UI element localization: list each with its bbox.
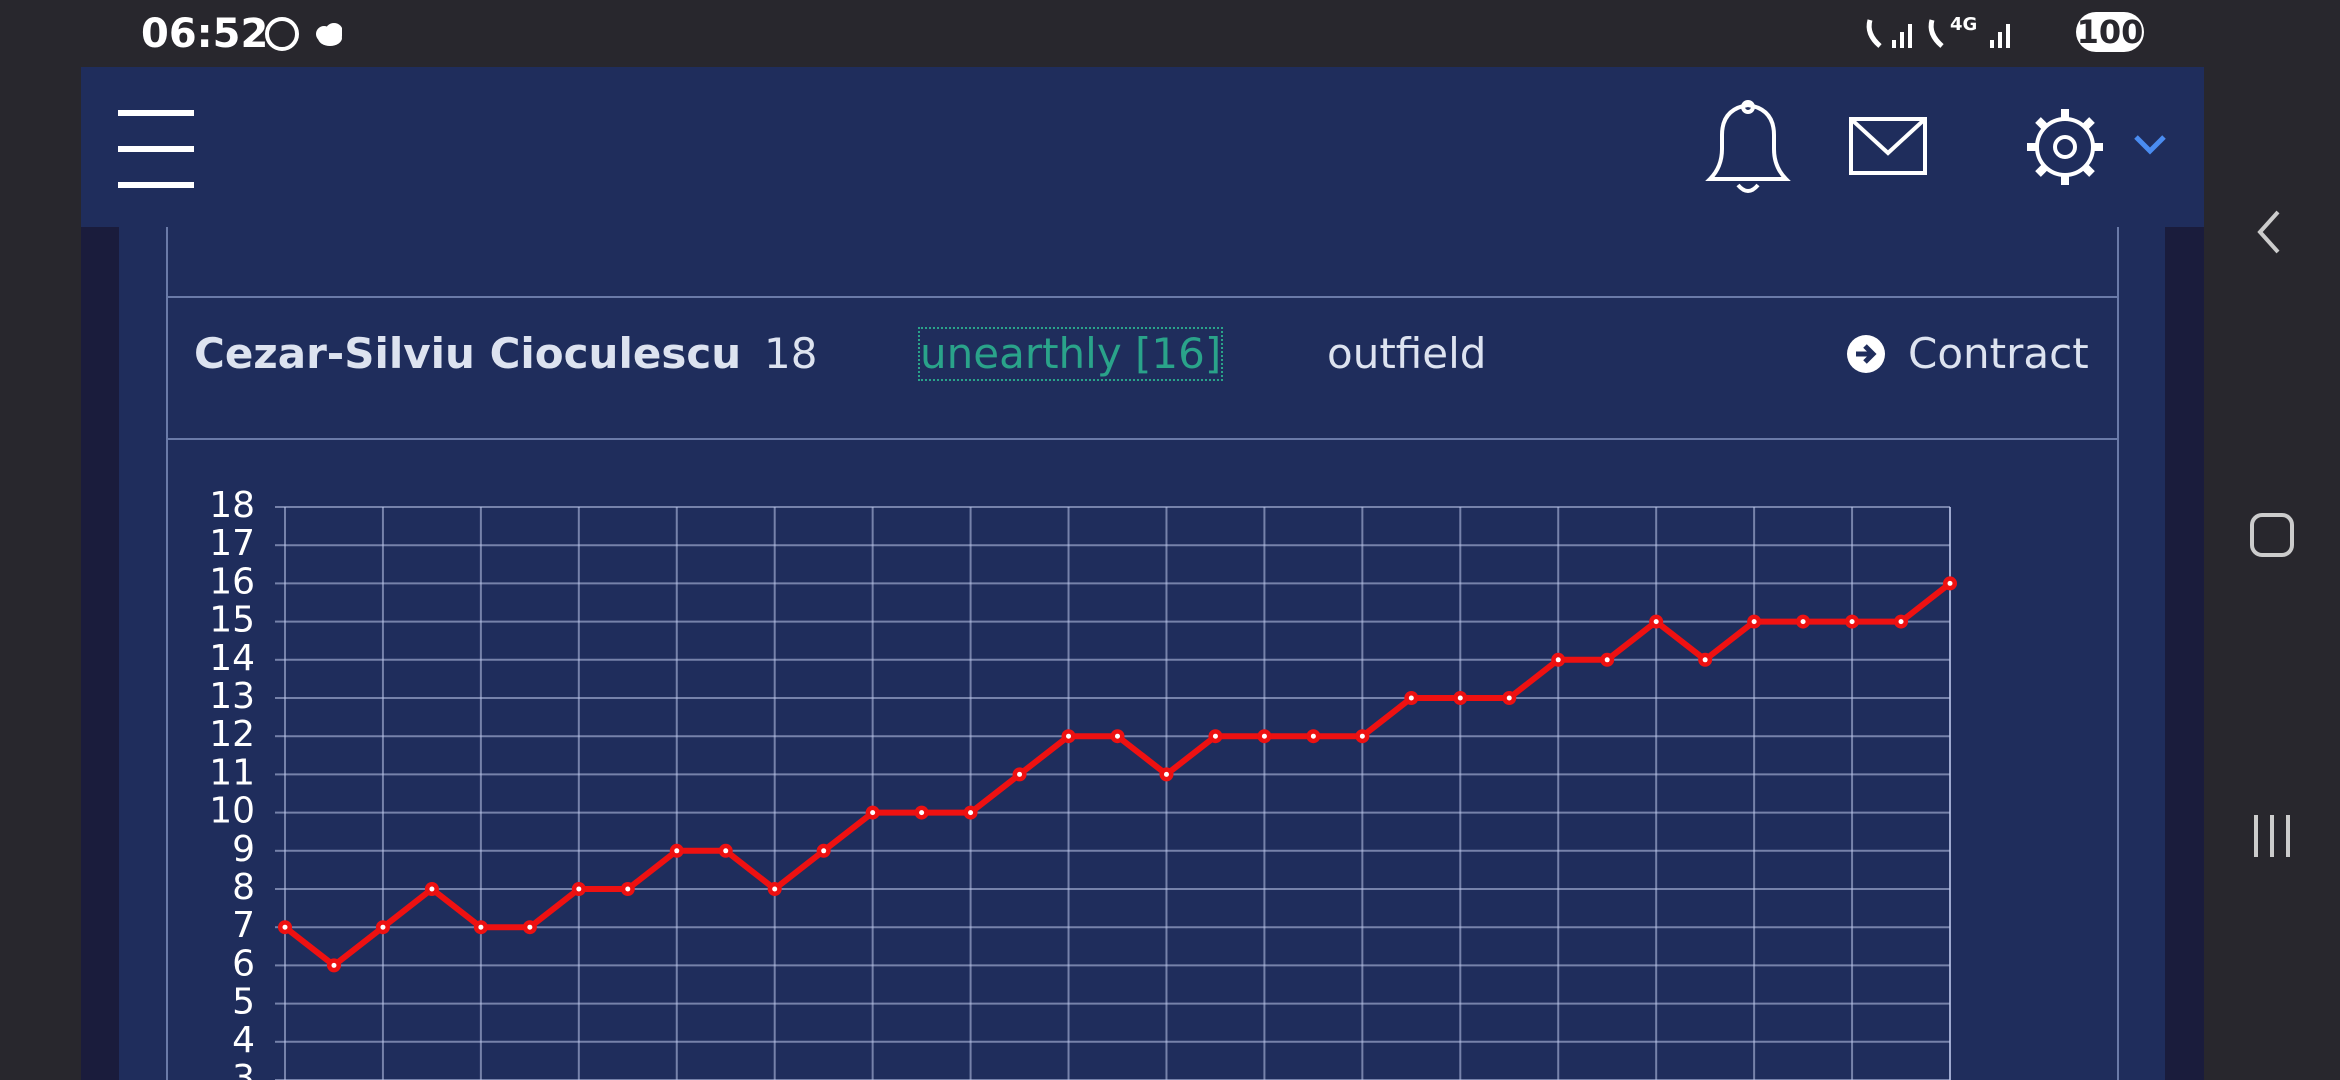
data-point-center xyxy=(1212,733,1218,739)
data-point-center xyxy=(1408,695,1414,701)
data-point-center xyxy=(1310,733,1316,739)
data-point-center xyxy=(1555,657,1561,663)
data-point-center xyxy=(968,810,974,816)
y-tick-label: 7 xyxy=(232,905,255,946)
y-tick-label: 13 xyxy=(209,676,255,717)
nav-bar xyxy=(2250,210,2294,857)
data-point-center xyxy=(1849,619,1855,625)
data-point-center xyxy=(1115,733,1120,739)
y-tick-label: 12 xyxy=(209,714,255,755)
header-icons xyxy=(118,100,2166,193)
data-point-center xyxy=(772,886,778,892)
data-point-center xyxy=(821,848,827,854)
y-tick-label: 16 xyxy=(209,561,255,602)
player-position: outfield xyxy=(1327,329,1487,378)
y-tick-label: 18 xyxy=(209,485,255,526)
y-tick-label: 6 xyxy=(232,943,255,984)
data-point-center xyxy=(282,924,288,930)
data-point-center xyxy=(429,886,435,892)
nav-back[interactable] xyxy=(2257,210,2280,254)
nav-recents[interactable] xyxy=(2254,815,2290,857)
data-point-center xyxy=(1506,695,1512,701)
menu-button[interactable] xyxy=(118,110,194,188)
y-tick-label: 9 xyxy=(232,829,255,870)
table-lines xyxy=(166,227,2119,1080)
data-point-center xyxy=(1163,771,1169,777)
data-point-center xyxy=(380,924,386,930)
data-point-center xyxy=(1261,733,1267,739)
data-point-center xyxy=(1359,733,1365,739)
data-point-center xyxy=(1947,580,1953,586)
y-tick-label: 5 xyxy=(232,982,255,1023)
content-panel xyxy=(119,227,2165,1080)
contract-icon[interactable] xyxy=(1846,334,1886,374)
notifications-button[interactable] xyxy=(1705,100,1791,193)
data-point-center xyxy=(723,848,729,854)
status-time: 06:52 xyxy=(141,11,269,57)
y-tick-label: 4 xyxy=(232,1020,255,1061)
data-point-center xyxy=(331,962,337,968)
data-point-center xyxy=(1017,771,1023,777)
data-point-center xyxy=(1800,619,1806,625)
settings-button[interactable] xyxy=(2027,109,2103,185)
status-network: 4G xyxy=(1950,14,1978,35)
data-point-center xyxy=(870,810,876,816)
data-point-center xyxy=(1898,619,1904,625)
nav-home[interactable] xyxy=(2250,513,2294,557)
data-point-center xyxy=(576,886,582,892)
y-tick-label: 11 xyxy=(209,752,255,793)
y-tick-label: 3 xyxy=(232,1058,255,1080)
player-name[interactable]: Cezar-Silviu Cioculescu xyxy=(194,329,742,378)
y-tick-label: 10 xyxy=(209,791,255,832)
y-tick-label: 8 xyxy=(232,867,255,908)
data-point-center xyxy=(919,810,925,816)
status-battery: 100 xyxy=(2076,12,2144,52)
data-point-center xyxy=(1604,657,1610,663)
settings-dropdown[interactable] xyxy=(2134,135,2166,155)
player-age: 18 xyxy=(764,329,818,378)
status-icons-left xyxy=(265,17,342,51)
y-tick-label: 14 xyxy=(209,638,255,679)
data-point-center xyxy=(625,886,631,892)
y-tick-label: 17 xyxy=(209,523,255,564)
data-point-center xyxy=(478,924,484,930)
data-point-center xyxy=(1751,619,1757,625)
messages-button[interactable] xyxy=(1849,117,1927,175)
data-point-center xyxy=(1457,695,1463,701)
player-potential[interactable]: unearthly [16] xyxy=(918,327,1224,381)
data-point-center xyxy=(527,924,533,930)
data-point-center xyxy=(1653,619,1659,625)
data-point-center xyxy=(674,848,680,854)
data-point-center xyxy=(1702,657,1708,663)
data-point-center xyxy=(1066,733,1072,739)
contract-button[interactable]: Contract xyxy=(1908,329,2089,378)
status-signal xyxy=(1866,19,2010,48)
y-tick-label: 15 xyxy=(209,600,255,641)
